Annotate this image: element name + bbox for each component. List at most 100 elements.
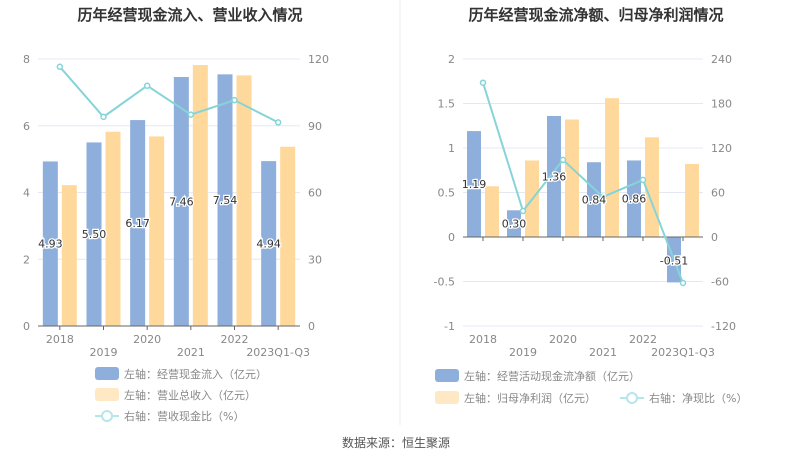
bar-net-cashflow bbox=[627, 160, 641, 237]
data-label: 0.86 bbox=[622, 193, 647, 206]
bar-cash-inflow bbox=[217, 74, 233, 326]
data-label: 6.17 bbox=[125, 217, 150, 230]
ratio-point bbox=[639, 176, 647, 184]
left-axis-tick: 2 bbox=[448, 53, 455, 66]
ratio-point bbox=[56, 63, 64, 71]
legend-label: 左轴：营业总收入（亿元） bbox=[124, 388, 256, 402]
bar-revenue bbox=[61, 185, 77, 326]
bar-net-profit bbox=[645, 137, 659, 237]
data-label: 1.19 bbox=[462, 178, 487, 191]
bar-net-profit bbox=[565, 119, 579, 237]
data-label: 0.30 bbox=[502, 218, 527, 231]
data-label: 5.50 bbox=[82, 228, 107, 241]
left-axis-tick: -1 bbox=[444, 320, 455, 333]
ratio-point bbox=[143, 82, 151, 89]
right-axis-tick: 120 bbox=[308, 53, 329, 66]
right-axis-tick: 180 bbox=[711, 98, 732, 111]
bar-net-profit bbox=[605, 98, 619, 237]
bar-revenue bbox=[192, 65, 208, 326]
ratio-point bbox=[679, 279, 687, 287]
x-axis-tick: 2022 bbox=[629, 333, 657, 346]
legend-label: 左轴：经营活动现金流净额（亿元） bbox=[464, 369, 640, 383]
bar-revenue bbox=[280, 146, 296, 326]
ratio-point bbox=[274, 119, 282, 126]
x-axis-tick: 2023Q1-Q3 bbox=[246, 346, 310, 359]
bar-revenue bbox=[105, 131, 121, 326]
bar-net-cashflow bbox=[467, 131, 481, 237]
legend-label: 右轴：营收现金比（%） bbox=[124, 409, 244, 423]
right-axis-tick: 60 bbox=[711, 187, 725, 200]
left-axis-tick: 1 bbox=[448, 142, 455, 155]
bar-net-cashflow bbox=[587, 162, 601, 237]
data-label: -0.51 bbox=[660, 255, 688, 268]
ratio-line bbox=[59, 66, 279, 124]
bar-cash-inflow bbox=[86, 142, 102, 326]
right-axis-tick: 30 bbox=[308, 253, 322, 266]
bar-net-cashflow bbox=[547, 115, 561, 237]
legend-swatch bbox=[95, 388, 119, 401]
legend-swatch bbox=[95, 367, 119, 380]
right-axis-tick: -120 bbox=[711, 320, 736, 333]
ratio-point bbox=[231, 96, 238, 104]
ratio-point bbox=[519, 207, 527, 215]
legend-circle-icon bbox=[101, 410, 113, 422]
bar-net-profit bbox=[485, 186, 499, 237]
right-axis-tick: 90 bbox=[308, 120, 322, 133]
ratio-line bbox=[482, 82, 684, 284]
legend-label: 左轴：归母净利润（亿元） bbox=[464, 391, 596, 405]
right-axis-tick: 0 bbox=[308, 320, 315, 333]
data-label: 4.94 bbox=[256, 238, 281, 251]
left-axis-tick: 4 bbox=[23, 187, 30, 200]
bar-revenue bbox=[236, 75, 252, 326]
bar-revenue bbox=[149, 136, 165, 326]
x-axis-tick: 2019 bbox=[509, 346, 537, 359]
bar-net-cashflow bbox=[507, 210, 521, 237]
x-axis-tick: 2023Q1-Q3 bbox=[651, 346, 715, 359]
chart-title-left: 历年经营现金流入、营业收入情况 bbox=[77, 6, 302, 24]
left-axis-tick: -0.5 bbox=[434, 276, 455, 289]
legend-swatch bbox=[435, 369, 459, 382]
left-axis-tick: 2 bbox=[23, 253, 30, 266]
right-axis-tick: 60 bbox=[308, 187, 322, 200]
left-axis-tick: 0.5 bbox=[438, 187, 456, 200]
left-axis-tick: 8 bbox=[23, 53, 30, 66]
x-axis-tick: 2021 bbox=[589, 346, 617, 359]
bar-cash-inflow bbox=[173, 77, 189, 327]
ratio-point bbox=[559, 156, 567, 164]
ratio-point bbox=[100, 113, 107, 121]
ratio-point bbox=[599, 193, 607, 201]
source-note: 数据来源：恒生聚源 bbox=[342, 435, 450, 450]
data-label: 0.84 bbox=[582, 194, 607, 207]
right-axis-tick: 240 bbox=[711, 53, 732, 66]
legend-circle-icon bbox=[626, 392, 638, 404]
legend-label: 左轴：经营现金流入（亿元） bbox=[124, 367, 267, 381]
x-axis-tick: 2020 bbox=[133, 333, 161, 346]
data-label: 1.36 bbox=[542, 170, 567, 183]
left-axis-tick: 0 bbox=[448, 231, 455, 244]
data-label: 4.93 bbox=[38, 238, 63, 251]
bar-net-profit bbox=[685, 164, 699, 237]
x-axis-tick: 2020 bbox=[549, 333, 577, 346]
chart-title-right: 历年经营现金流净额、归母净利润情况 bbox=[468, 6, 723, 24]
x-axis-tick: 2022 bbox=[221, 333, 249, 346]
x-axis-tick: 2018 bbox=[469, 333, 497, 346]
x-axis-tick: 2019 bbox=[90, 346, 118, 359]
bar-cash-inflow bbox=[130, 120, 146, 326]
ratio-point bbox=[479, 79, 487, 86]
right-axis-tick: 120 bbox=[711, 142, 732, 155]
legend-swatch bbox=[435, 391, 459, 404]
left-axis-tick: 0 bbox=[23, 320, 30, 333]
ratio-point bbox=[187, 111, 195, 118]
right-axis-tick: 0 bbox=[711, 231, 718, 244]
bar-cash-inflow bbox=[261, 161, 277, 326]
x-axis-tick: 2021 bbox=[177, 346, 205, 359]
left-axis-tick: 1.5 bbox=[438, 98, 456, 111]
left-axis-tick: 6 bbox=[23, 120, 30, 133]
x-axis-tick: 2018 bbox=[46, 333, 74, 346]
right-axis-tick: -60 bbox=[711, 276, 729, 289]
bar-cash-inflow bbox=[42, 161, 58, 326]
data-label: 7.46 bbox=[169, 196, 194, 209]
data-label: 7.54 bbox=[213, 194, 238, 207]
